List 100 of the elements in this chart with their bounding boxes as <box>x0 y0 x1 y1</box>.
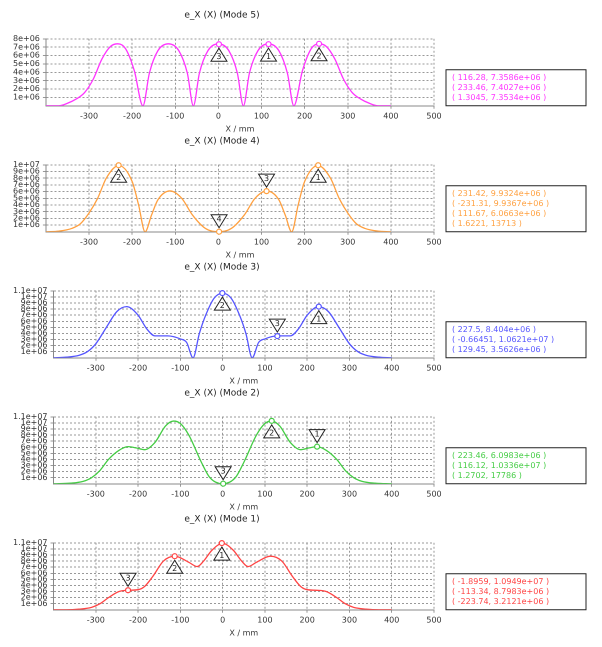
text: ( 129.45, 3.5626e+06 ) <box>452 344 546 354</box>
y-tick-label: 1e+06 <box>12 92 40 102</box>
x-tick-label: 500 <box>426 490 442 499</box>
annotation: 3 <box>220 466 226 476</box>
y-tick-label: 1e+06 <box>20 598 48 608</box>
text: ( 116.28, 7.3586e+06 ) <box>452 72 546 82</box>
x-tick-label: 300 <box>342 616 358 625</box>
chart-title: e_X (X) (Mode 1) <box>184 514 260 525</box>
x-tick-label: 400 <box>383 112 399 121</box>
text: ( -0.66451, 1.0621e+07 ) <box>452 334 554 344</box>
y-tick-label: 8e+06 <box>12 34 40 43</box>
text: ( 1.6221, 13713 ) <box>452 218 522 228</box>
x-tick-label: -200 <box>129 616 148 625</box>
text: ( 233.46, 7.4027e+06 ) <box>452 82 546 92</box>
annotation: 2 <box>116 172 122 182</box>
annotation: 2 <box>220 300 225 310</box>
x-tick-label: 300 <box>342 490 358 499</box>
annotation: 4 <box>216 214 222 224</box>
x-tick-label: 100 <box>254 238 270 247</box>
y-tick-label: 1e+07 <box>12 160 40 169</box>
x-tick-label: 0 <box>220 616 226 625</box>
chart-title: e_X (X) (Mode 2) <box>184 388 260 399</box>
x-tick-label: -200 <box>129 364 148 373</box>
x-tick-label: 200 <box>296 238 312 247</box>
text: ( 227.5, 8.404e+06 ) <box>452 324 536 334</box>
x-tick-label: 400 <box>384 490 400 499</box>
x-tick-label: 400 <box>383 238 399 247</box>
y-tick-label: 6e+06 <box>12 186 40 196</box>
annotation: 3 <box>216 52 222 61</box>
x-axis-title: X / mm <box>229 502 258 512</box>
x-tick-label: 500 <box>426 364 442 373</box>
point <box>116 162 122 168</box>
x-tick-label: 300 <box>342 364 358 373</box>
y-tick-label: 4e+06 <box>12 67 40 76</box>
y-tick-label: 4e+06 <box>12 200 40 210</box>
x-axis-title: X / mm <box>229 376 258 386</box>
x-tick-label: 100 <box>257 490 273 499</box>
x-tick-label: 0 <box>220 490 226 499</box>
point <box>218 540 225 546</box>
x-axis-title: X / mm <box>229 628 258 638</box>
text: ( 1.2702, 17786 ) <box>452 470 522 480</box>
y-tick-label: 2e+06 <box>12 84 40 94</box>
x-tick-label: -100 <box>171 616 190 625</box>
x-tick-label: 500 <box>426 238 442 247</box>
annotation: 3 <box>125 573 131 582</box>
y-tick-label: 1e+06 <box>12 220 40 230</box>
annotation: 2 <box>172 564 178 573</box>
text: ( 116.12, 1.0336e+07 ) <box>452 460 546 470</box>
text: ( 111.67, 6.0663e+06 ) <box>452 208 546 218</box>
annotation: 2 <box>269 428 274 438</box>
point <box>274 333 280 340</box>
point <box>268 418 275 424</box>
annotation: 1 <box>316 314 322 324</box>
x-axis-title: X / mm <box>226 124 255 134</box>
x-tick-label: -100 <box>166 112 184 121</box>
text: ( 223.46, 6.0983e+06 ) <box>452 450 546 460</box>
chart-title: e_X (X) (Mode 3) <box>184 262 260 273</box>
y-tick-label: 3e+06 <box>12 76 40 85</box>
y-tick-label: 6e+06 <box>12 50 40 60</box>
x-tick-label: 0 <box>220 364 226 373</box>
x-tick-label: 200 <box>300 490 315 499</box>
text: ( 1.3045, 7.3534e+06 ) <box>452 92 546 102</box>
x-tick-label: 500 <box>426 616 442 625</box>
y-tick-label: 5e+06 <box>12 59 40 68</box>
annotation: 1 <box>266 52 272 61</box>
x-tick-label: 300 <box>340 112 356 121</box>
point <box>124 587 132 594</box>
y-tick-label: 3e+06 <box>12 206 40 216</box>
x-tick-label: 100 <box>257 364 273 373</box>
chart-title: e_X (X) (Mode 5) <box>184 10 260 21</box>
annotation: 3 <box>274 319 280 328</box>
x-tick-label: -300 <box>86 490 105 499</box>
y-tick-label: 5e+06 <box>12 193 40 202</box>
annotation: 3 <box>264 174 270 184</box>
point <box>172 553 178 560</box>
x-tick-label: -100 <box>166 238 184 247</box>
point <box>219 290 226 296</box>
point <box>316 304 322 310</box>
y-tick-label: 1e+06 <box>20 472 48 482</box>
annotation: 1 <box>314 430 320 439</box>
annotation: 1 <box>219 550 224 560</box>
x-tick-label: 500 <box>426 112 442 121</box>
x-tick-label: 0 <box>216 112 221 121</box>
text: ( -113.34, 8.7983e+06 ) <box>452 586 550 596</box>
annotation: 2 <box>316 51 322 60</box>
x-tick-label: -200 <box>123 238 142 247</box>
y-tick-label: 8e+06 <box>12 173 40 182</box>
chart-title: e_X (X) (Mode 4) <box>184 136 260 147</box>
x-tick-label: -200 <box>129 490 148 499</box>
x-tick-label: -300 <box>80 238 98 247</box>
annotation: 1 <box>316 172 321 182</box>
x-tick-label: -300 <box>80 112 98 121</box>
y-tick-label: 1e+06 <box>20 346 48 356</box>
x-tick-label: 200 <box>300 616 315 625</box>
text: ( -231.31, 9.9367e+06 ) <box>452 198 550 208</box>
x-tick-label: 400 <box>384 364 400 373</box>
x-tick-label: -300 <box>86 616 105 625</box>
x-tick-label: 100 <box>257 616 273 625</box>
point <box>220 480 226 487</box>
point <box>263 188 270 194</box>
